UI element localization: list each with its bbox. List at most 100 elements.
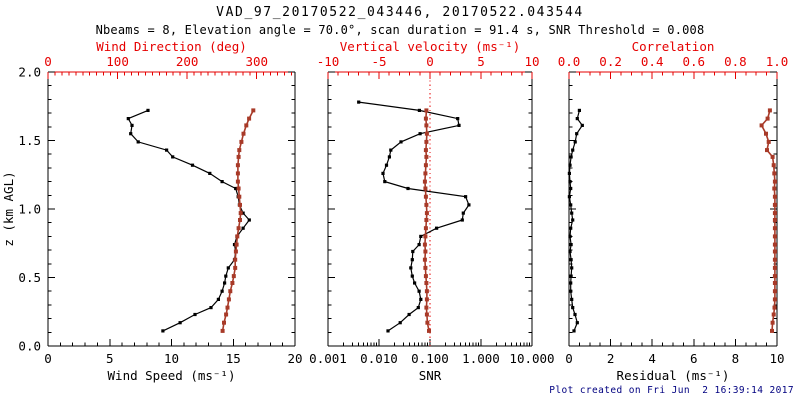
svg-text:1.0: 1.0 [18,201,41,216]
wind-direction-marker [233,257,238,262]
snr-marker [461,211,465,215]
wind-direction-marker [222,320,226,325]
wind-speed-marker [234,186,238,191]
snr-marker [464,195,468,199]
svg-text:-10: -10 [317,54,340,69]
y-axis-snr-vertical-velocity-panel [328,71,532,347]
snr-marker [410,274,414,278]
y-axis-wind-speed-direction-panel: 0.0 0.5 1.0 1.5 2.0 z (km AGL) [1,64,295,353]
wind-speed-marker [220,180,224,184]
correlation-marker [772,289,777,294]
correlation-marker [772,297,777,302]
correlation-marker [765,116,770,121]
wind-speed-marker [171,155,175,159]
svg-text:0.100: 0.100 [411,351,449,366]
correlation-marker [772,305,777,310]
svg-text:5: 5 [106,351,114,366]
wind-direction-marker [238,218,242,222]
correlation-marker [770,154,775,159]
vertical-velocity-marker [423,186,428,191]
svg-text:10: 10 [524,54,539,69]
wind-direction-marker [226,297,231,302]
residual-marker [567,195,571,199]
residual-marker [570,297,574,301]
snr-marker [410,258,414,262]
wind-speed-marker [126,117,130,121]
residual-marker [569,258,573,262]
residual-marker [575,132,579,136]
snr-marker [417,289,421,293]
snr-marker [457,123,461,127]
wind-speed-marker [208,171,212,175]
svg-text:0.0: 0.0 [558,54,581,69]
wind-direction-marker [247,116,252,121]
correlation-marker [771,163,776,168]
residual-marker [567,171,571,175]
vertical-velocity-marker [425,320,430,325]
svg-text:z (km AGL): z (km AGL) [1,171,16,246]
correlation-marker [770,320,775,325]
vertical-velocity-marker [423,148,428,153]
vertical-velocity-marker [423,226,428,231]
correlation-marker [765,148,769,153]
snr-marker [383,180,387,184]
snr-marker [416,306,420,310]
snr-marker [417,243,421,247]
svg-text:0.2: 0.2 [599,54,622,69]
wind-speed-marker [241,226,245,230]
snr-marker [398,321,402,325]
plot-created-timestamp: Plot created on Fri Jun 2 16:39:14 2017 [549,385,794,396]
vertical-velocity-series [422,108,431,333]
svg-text:0.001: 0.001 [309,351,347,366]
wind-speed-marker [209,306,213,310]
snr-marker [387,155,391,159]
snr-marker [406,186,410,191]
svg-text:0.8: 0.8 [724,54,747,69]
wind-direction-marker [238,202,242,207]
wind-speed-marker [190,163,195,167]
correlation-marker [772,274,777,279]
residual-marker [568,249,572,254]
snr-marker [456,117,460,121]
correlation-marker [772,218,777,222]
wind-speed-marker [161,329,165,333]
svg-text:0.6: 0.6 [683,54,706,69]
svg-text:200: 200 [176,54,199,69]
correlation-marker [772,194,777,199]
residual-marker [580,123,584,127]
correlation-marker [766,139,771,144]
svg-text:0: 0 [44,351,52,366]
vertical-velocity-marker [423,163,428,168]
vertical-velocity-marker [423,234,428,239]
wind-speed-marker [220,289,224,293]
svg-text:20: 20 [287,351,302,366]
svg-text:6: 6 [690,351,698,366]
snr-marker [357,100,361,104]
residual-marker [571,306,575,310]
vertical-velocity-marker [422,242,427,247]
snr-line [358,101,470,332]
snr-marker [411,249,415,254]
residual-marker [570,211,574,215]
wind-direction-marker [235,171,240,176]
wind-direction-marker [220,328,225,333]
vertical-velocity-marker [424,108,429,113]
vertical-velocity-marker [423,249,428,254]
correlation-marker [772,234,777,239]
snr-marker [467,203,471,207]
y-axis-residual-correlation-panel [569,71,777,347]
snr-marker [460,218,464,222]
correlation-marker [772,226,777,231]
vertical-velocity-marker [423,116,428,121]
residual-marker [569,186,573,191]
vertical-velocity-marker [424,202,429,207]
vertical-velocity-marker [424,139,429,144]
wind-direction-marker [237,194,242,199]
correlation-marker [764,131,768,136]
wind-direction-marker [235,234,240,239]
svg-text:1.5: 1.5 [18,133,41,148]
vertical-velocity-marker [424,289,429,294]
residual-marker [570,266,574,270]
residual-marker [569,226,573,230]
